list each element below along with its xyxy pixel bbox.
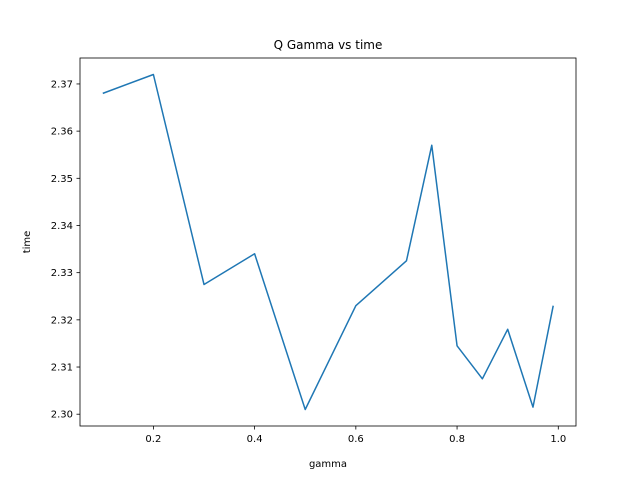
x-tick-label: 0.8 (449, 434, 465, 445)
x-tick-label: 0.4 (247, 434, 263, 445)
y-tick-label: 2.36 (51, 127, 73, 138)
y-tick-label: 2.34 (51, 221, 73, 232)
chart-title: Q Gamma vs time (274, 38, 383, 52)
series-line (102, 73, 554, 411)
y-axis-label: time (22, 231, 33, 254)
x-axis: 0.2 0.4 0.6 0.8 1.0 (145, 426, 566, 445)
plot-frame (79, 57, 577, 427)
series-layer (102, 73, 554, 411)
x-axis-label: gamma (309, 459, 347, 470)
y-tick-label: 2.33 (51, 268, 73, 279)
y-tick-label: 2.30 (51, 410, 73, 421)
y-tick-label: 2.32 (51, 315, 73, 326)
x-tick-label: 1.0 (550, 434, 566, 445)
x-tick-label: 0.2 (145, 434, 161, 445)
x-tick-label: 0.6 (348, 434, 364, 445)
y-tick-label: 2.35 (51, 174, 73, 185)
y-axis: 2.30 2.31 2.32 2.33 2.34 2.35 2.36 2.37 (51, 79, 80, 421)
y-tick-label: 2.37 (51, 79, 73, 90)
y-tick-label: 2.31 (51, 363, 73, 374)
